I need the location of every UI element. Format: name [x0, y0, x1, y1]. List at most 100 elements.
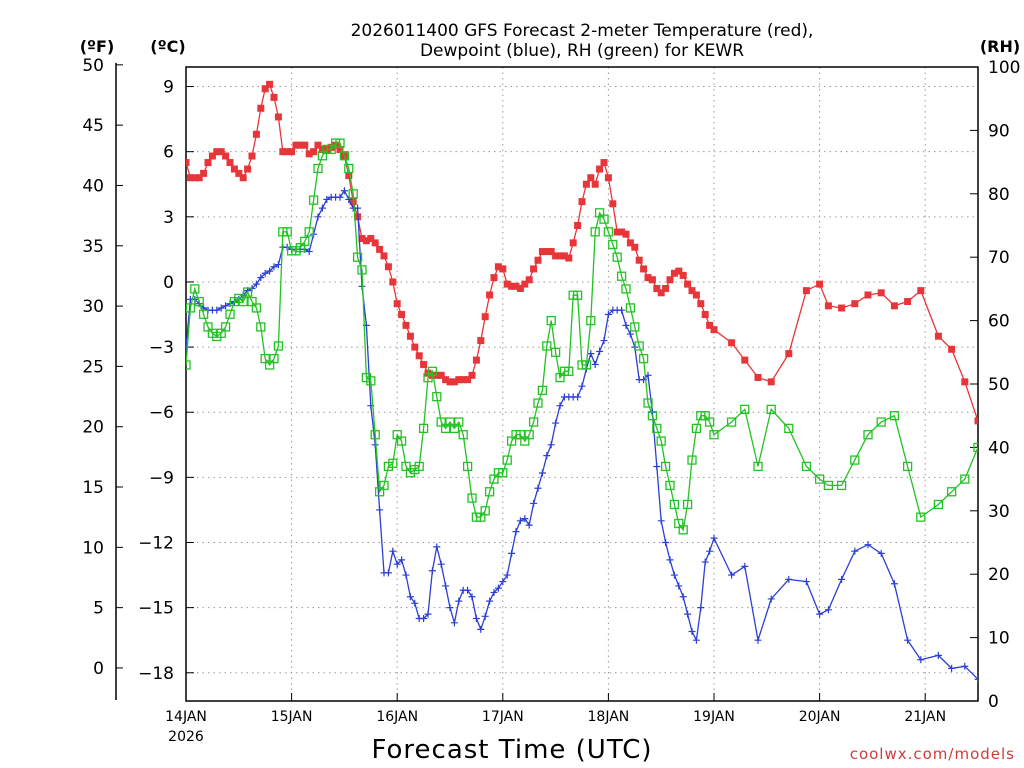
rh-tick-label: 20 — [988, 565, 1010, 585]
temperature-point — [710, 326, 718, 334]
temperature-line — [186, 83, 978, 422]
rh-point — [396, 436, 407, 446]
temperature-point — [618, 228, 626, 236]
dewpoint-point — [274, 261, 282, 269]
credit-label: coolwx.com/models — [850, 745, 1015, 763]
rh-point — [366, 376, 376, 386]
dewpoint-point — [961, 662, 969, 670]
temperature-point — [261, 85, 269, 93]
temperature-point — [450, 378, 458, 386]
temperature-point — [248, 152, 256, 160]
temperature-point — [640, 265, 648, 273]
temperature-point — [345, 172, 353, 180]
rh-point — [933, 499, 944, 510]
rh-point — [194, 296, 204, 307]
temperature-point — [824, 302, 832, 310]
temperature-point — [961, 378, 969, 386]
x-tick-label: 21JAN — [904, 709, 946, 725]
rh-point — [652, 423, 662, 434]
dewpoint-point — [706, 547, 714, 555]
rh-point — [348, 189, 358, 199]
rh-point — [498, 468, 508, 478]
rh-point — [603, 227, 614, 237]
dewpoint-point — [261, 269, 269, 277]
temperature-point — [226, 159, 234, 167]
dewpoint-point — [988, 684, 995, 691]
rh-point — [198, 309, 209, 319]
rh-point — [273, 341, 284, 351]
temperature-point — [301, 141, 309, 149]
temperature-point — [389, 278, 397, 286]
dewpoint-point — [411, 599, 419, 607]
dewpoint-point — [754, 636, 762, 644]
dewpoint-point — [464, 586, 472, 594]
rh-point — [656, 436, 666, 446]
rh-point — [889, 411, 900, 421]
rh-point — [357, 265, 367, 275]
dewpoint-point — [468, 593, 476, 601]
rh-tick-label: 50 — [988, 375, 1010, 395]
dewpoint-point — [538, 469, 546, 477]
rh-point — [630, 322, 640, 332]
temperature-point — [626, 239, 634, 247]
temperature-point — [538, 248, 546, 256]
dewpoint-point — [490, 588, 498, 596]
dewpoint-point — [393, 560, 401, 568]
temperature-point — [393, 300, 401, 308]
rh-point — [581, 360, 592, 370]
rh-point — [753, 461, 763, 472]
fahrenheit-tick-label: 10 — [82, 538, 104, 558]
x-tick-label: 15JAN — [271, 709, 313, 725]
celsius-tick-label: 3 — [163, 208, 174, 228]
rh-point — [973, 442, 978, 453]
dewpoint-point — [398, 556, 406, 564]
rh-point — [484, 487, 495, 497]
dewpoint-point — [472, 614, 480, 622]
rh-point — [418, 423, 429, 434]
rh-point — [251, 303, 262, 313]
rh-point — [625, 303, 636, 313]
dewpoint-point — [692, 636, 700, 644]
rh-point — [414, 461, 424, 472]
temperature-point — [679, 271, 687, 279]
temperature-point — [666, 276, 674, 284]
axes — [115, 62, 979, 702]
temperature-point — [464, 376, 472, 384]
temperature-point — [948, 345, 956, 353]
rh-point — [379, 480, 389, 491]
temperature-point — [547, 248, 555, 256]
rh-point — [709, 430, 719, 440]
rh-point — [313, 163, 323, 174]
temperature-point — [310, 148, 318, 156]
dewpoint-point — [336, 193, 344, 201]
dewpoint-point — [662, 539, 670, 546]
rh-point — [352, 252, 363, 262]
dewpoint-point — [904, 636, 912, 644]
rh-point — [186, 303, 196, 313]
dewpoint-point — [257, 274, 265, 282]
dewpoint-point — [675, 582, 683, 590]
dewpoint-point — [222, 302, 230, 310]
x-year-label: 2026 — [168, 729, 204, 745]
temperature-point — [186, 174, 194, 182]
dewpoint-point — [587, 350, 595, 358]
temperature-point — [838, 304, 846, 312]
fahrenheit-tick-label: 15 — [82, 478, 104, 498]
temperature-point — [543, 248, 551, 256]
rh-point — [876, 417, 886, 427]
dewpoint-point — [838, 575, 846, 583]
temperature-point — [200, 169, 208, 177]
temperature-point — [802, 287, 810, 295]
temperature-point — [587, 174, 595, 182]
rh-point — [537, 385, 548, 395]
dewpoint-point — [389, 547, 397, 555]
temperature-point — [380, 252, 388, 260]
rh-point — [726, 417, 737, 427]
dewpoint-series — [186, 187, 995, 691]
temperature-point — [384, 263, 392, 271]
rh-point — [608, 239, 618, 250]
dewpoint-point — [574, 393, 582, 401]
dewpoint-point — [314, 213, 322, 221]
dewpoint-point — [503, 571, 511, 579]
